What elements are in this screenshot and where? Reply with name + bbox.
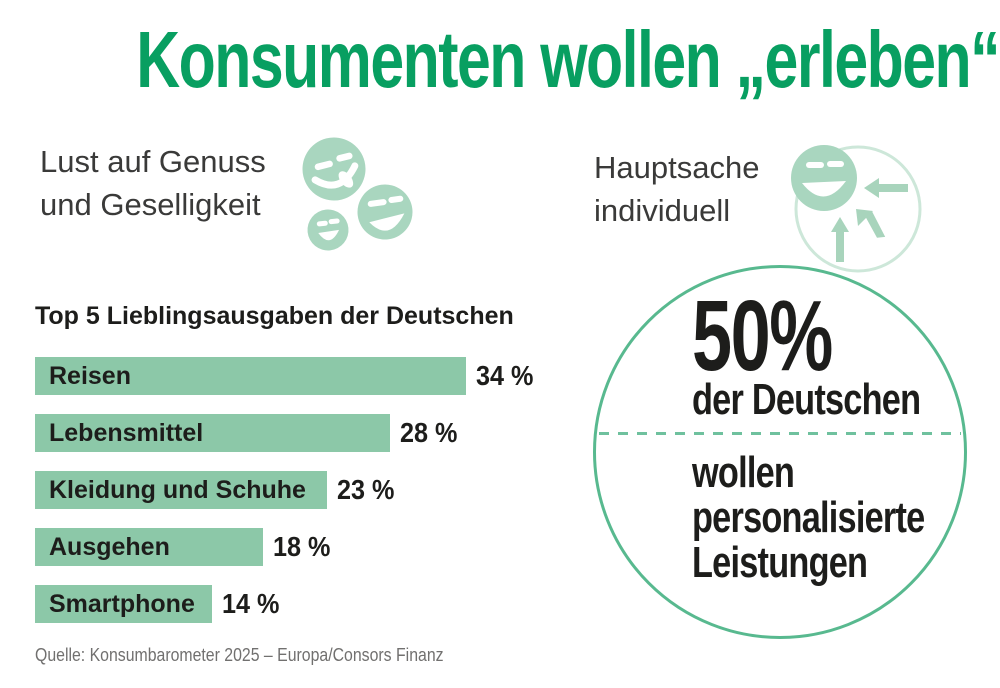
chart-title: Top 5 Lieblingsausgaben der Deutschen <box>35 302 514 330</box>
stat-description-line1: wollen <box>692 448 795 497</box>
bar-fill: Ausgehen <box>35 528 263 566</box>
bar-row-lebensmittel: Lebensmittel 28 % <box>35 414 464 452</box>
laughing-smiley-icon <box>307 209 349 251</box>
arrow-left-icon <box>864 178 908 198</box>
stat-circle: 50% der Deutschen wollen personalisierte… <box>593 265 967 639</box>
bar-row-reisen: Reisen 34 % <box>35 357 540 395</box>
bar-fill: Kleidung und Schuhe <box>35 471 327 509</box>
stat-description: wollen personalisierte Leistungen <box>692 448 925 587</box>
bar-fill: Lebensmittel <box>35 414 390 452</box>
section-label-left-line1: Lust auf Genuss <box>40 144 266 179</box>
bar-value: 28 % <box>400 417 458 448</box>
page-title-wrap: Konsumenten wollen „erleben“ <box>0 18 1000 102</box>
bar-label: Kleidung und Schuhe <box>49 475 306 504</box>
section-label-left: Lust auf Genuss und Geselligkeit <box>40 140 266 226</box>
grinning-smiley-icon <box>357 184 413 240</box>
bar-row-ausgehen: Ausgehen 18 % <box>35 528 337 566</box>
bar-label: Ausgehen <box>49 532 170 561</box>
page-title: Konsumenten wollen „erleben“ <box>136 15 1000 104</box>
bar-label: Lebensmittel <box>49 418 204 447</box>
stat-description-line2: personalisierte <box>692 493 925 542</box>
bar-row-kleidung: Kleidung und Schuhe 23 % <box>35 471 401 509</box>
arrow-up-icon <box>831 217 849 262</box>
bar-value: 23 % <box>337 474 395 505</box>
dashed-divider <box>599 432 961 435</box>
section-label-right: Hauptsache individuell <box>594 146 759 232</box>
section-label-right-line1: Hauptsache <box>594 150 760 185</box>
bar-value: 18 % <box>273 531 331 562</box>
source-note: Quelle: Konsumbarometer 2025 – Europa/Co… <box>35 645 444 665</box>
stat-subject: der Deutschen <box>692 375 921 424</box>
bar-fill: Smartphone <box>35 585 212 623</box>
bar-value: 34 % <box>476 360 534 391</box>
section-label-left-line2: und Geselligkeit <box>40 187 261 222</box>
stat-description-line3: Leistungen <box>692 538 868 587</box>
bar-fill: Reisen <box>35 357 466 395</box>
bar-row-smartphone: Smartphone 14 % <box>35 585 286 623</box>
bar-label: Reisen <box>49 361 131 390</box>
stat-value: 50% <box>692 280 833 392</box>
bar-label: Smartphone <box>49 589 195 618</box>
cursor-arrows-icon <box>831 178 908 262</box>
personalization-icon <box>791 145 922 273</box>
grinning-smiley-icon <box>791 145 857 211</box>
bar-value: 14 % <box>222 588 280 619</box>
tongue-out-smiley-icon <box>302 137 366 201</box>
section-label-right-line2: individuell <box>594 193 731 228</box>
arrow-up-left-icon <box>856 209 886 238</box>
smiley-group-icon <box>302 137 413 251</box>
